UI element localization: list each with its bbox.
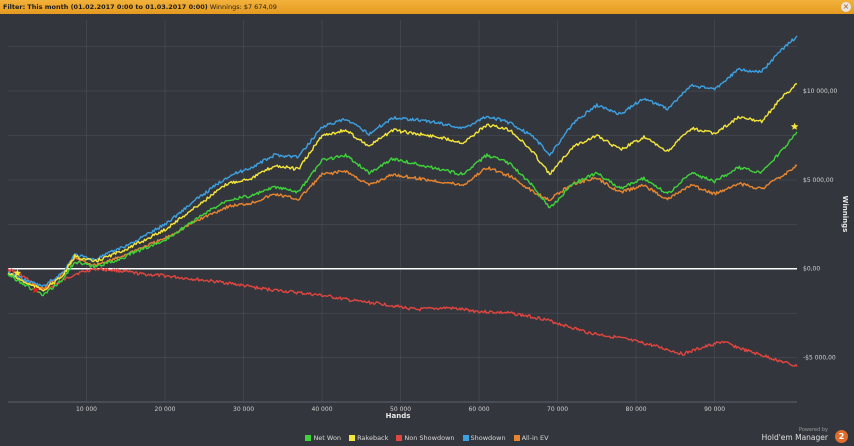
chart-legend: Net Won Rakeback Non Showdown Showdown All-i… bbox=[0, 432, 854, 444]
filter-summary: Filter: This month (01.02.2017 0:00 to 0… bbox=[0, 3, 277, 11]
branding: Powered by Hold'em Manager 2 bbox=[730, 427, 850, 445]
chart-grid bbox=[8, 20, 797, 403]
y-axis-title: Winnings bbox=[841, 196, 849, 233]
x-tick-label: 70 000 bbox=[547, 406, 568, 413]
x-tick-label: 30 000 bbox=[233, 406, 254, 413]
x-tick-label: 60 000 bbox=[469, 406, 490, 413]
legend-item[interactable]: Net Won bbox=[305, 432, 341, 444]
y-tick-label: -$5 000,00 bbox=[803, 355, 836, 362]
filter-winnings: Winnings: $7 674,09 bbox=[209, 3, 277, 11]
legend-label: Non Showdown bbox=[404, 434, 455, 442]
legend-swatch bbox=[396, 435, 403, 441]
winnings-chart: 10 000 20 000 30 000 40 000 50 000 60 000 70 0… bbox=[7, 20, 849, 420]
y-tick-label: $5 000,00 bbox=[803, 177, 834, 184]
legend-swatch bbox=[513, 435, 520, 441]
series-line-rakeback bbox=[7, 83, 798, 292]
powered-by-label: Powered by bbox=[799, 427, 828, 433]
filter-label: Filter: bbox=[3, 3, 26, 11]
y-tick-labels: -$5 000,00 $0,00 $5 000,00 $10 000,00 bbox=[803, 88, 838, 362]
series-line-non-showdown bbox=[7, 266, 798, 367]
legend-item[interactable]: Non Showdown bbox=[396, 432, 455, 444]
x-tick-labels: 10 000 20 000 30 000 40 000 50 000 60 000 70 0… bbox=[76, 406, 725, 413]
x-tick-label: 40 000 bbox=[312, 406, 333, 413]
marker-star bbox=[31, 286, 40, 294]
series-line-net-won bbox=[7, 131, 798, 297]
series-line-showdown bbox=[7, 35, 798, 287]
x-tick-label: 20 000 bbox=[155, 406, 176, 413]
series-line-all-in-ev bbox=[7, 164, 798, 290]
filter-range: This month (01.02.2017 0:00 to 01.03.201… bbox=[27, 3, 208, 11]
legend-item[interactable]: Rakeback bbox=[349, 432, 388, 444]
x-tick-label: 90 000 bbox=[704, 406, 725, 413]
marker-star bbox=[13, 269, 22, 277]
product-name: Hold'em Manager bbox=[761, 433, 828, 442]
legend-label: Showdown bbox=[470, 434, 506, 442]
hm2-logo-icon: 2 bbox=[835, 430, 848, 443]
legend-item[interactable]: Showdown bbox=[462, 432, 506, 444]
x-tick-label: 50 000 bbox=[390, 406, 411, 413]
legend-swatch bbox=[305, 435, 312, 441]
x-tick-label: 80 000 bbox=[626, 406, 647, 413]
filter-bar: Filter: This month (01.02.2017 0:00 to 0… bbox=[0, 0, 854, 14]
y-tick-label: $10 000,00 bbox=[803, 88, 838, 95]
marker-layer bbox=[13, 122, 799, 294]
x-tick-label: 10 000 bbox=[76, 406, 97, 413]
legend-swatch bbox=[462, 435, 469, 441]
legend-label: Rakeback bbox=[357, 434, 389, 442]
marker-star bbox=[790, 122, 799, 130]
x-axis-title: Hands bbox=[386, 412, 411, 420]
y-tick-label: $0,00 bbox=[803, 266, 820, 273]
legend-swatch bbox=[349, 435, 356, 441]
series-layer bbox=[7, 35, 798, 367]
legend-label: All-in EV bbox=[521, 434, 549, 442]
legend-item[interactable]: All-in EV bbox=[513, 432, 549, 444]
legend-label: Net Won bbox=[313, 434, 342, 442]
close-icon[interactable]: × bbox=[841, 2, 851, 12]
